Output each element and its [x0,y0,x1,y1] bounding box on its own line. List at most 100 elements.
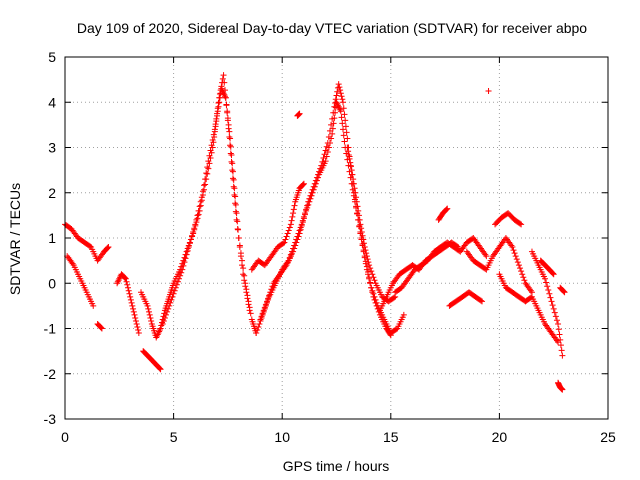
data-point [240,271,247,278]
data-point [86,243,93,250]
data-point [322,158,329,165]
plot-frame [64,56,609,420]
data-point [232,200,239,207]
data-point [280,240,287,247]
data-point [241,277,248,284]
data-point [173,281,180,288]
data-point [255,323,262,330]
y-tick-label: 4 [48,94,56,110]
data-point [310,186,317,193]
data-point [132,314,139,321]
data-point [370,290,377,297]
data-point [544,283,551,290]
data-point [348,167,355,174]
data-point [344,135,351,142]
data-point [185,244,192,251]
data-point [341,111,348,118]
data-point [391,294,398,301]
data-point [170,290,177,297]
data-point [352,189,359,196]
data-point [258,313,265,320]
data-point [146,311,153,318]
y-tick-label: -2 [44,366,57,382]
data-point [363,250,370,257]
data-point [208,142,215,149]
data-point [228,152,235,159]
y-axis-label: SDTVAR / TECUs [7,183,23,295]
data-point [368,268,375,275]
data-point [224,117,231,124]
data-point [179,266,186,273]
data-point [193,216,200,223]
data-point [288,217,295,224]
data-point [518,221,525,228]
data-point [358,225,365,232]
data-point [212,121,219,128]
data-point [256,320,263,327]
data-point [304,204,311,211]
data-point [333,92,340,99]
data-point [209,136,216,143]
data-point [361,240,368,247]
data-point [227,135,234,142]
data-point [233,216,240,223]
data-point [215,100,222,107]
x-tick-label: 10 [274,429,290,445]
data-point [131,311,138,318]
data-point [337,87,344,94]
data-point [555,320,562,327]
data-point [134,323,141,330]
data-point [302,211,309,218]
data-point [364,256,371,263]
data-point [291,202,298,209]
data-point [132,317,139,324]
data-point [347,159,354,166]
data-point [266,292,273,299]
data-point [196,203,203,210]
data-point [337,108,344,115]
data-point [247,310,254,317]
data-point [104,244,111,251]
data-point [203,170,210,177]
data-point [550,305,557,312]
data-point [295,233,302,240]
data-point [156,365,163,372]
data-point [354,203,361,210]
data-point [359,232,366,239]
data-point [356,216,363,223]
data-point [172,284,179,291]
data-point [202,176,209,183]
data-point [323,153,330,160]
data-point [328,135,335,142]
data-point [353,194,360,201]
data-point [511,250,518,257]
data-point [123,278,130,285]
data-point [351,185,358,192]
data-point [284,230,291,237]
data-point [223,102,230,109]
data-point [290,248,297,255]
data-point [232,208,239,215]
data-point [518,268,525,275]
data-point [122,274,129,281]
data-point [560,288,567,295]
data-point [285,227,292,234]
data-point [246,307,253,314]
data-point [360,236,367,243]
data-point [559,386,566,393]
data-point [347,163,354,170]
data-point [186,240,193,247]
data-point [168,296,175,303]
data-point [543,279,550,286]
data-point [192,221,199,228]
data-point [235,235,242,241]
data-point [226,133,233,140]
data-point [197,198,204,205]
data-point [307,195,314,202]
data-point [289,213,296,220]
data-point [237,253,244,260]
data-point [242,283,249,290]
data-point [364,268,371,275]
data-point [260,307,267,314]
data-point [363,253,370,260]
